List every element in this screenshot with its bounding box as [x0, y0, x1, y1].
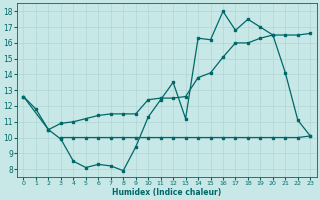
X-axis label: Humidex (Indice chaleur): Humidex (Indice chaleur): [112, 188, 221, 197]
